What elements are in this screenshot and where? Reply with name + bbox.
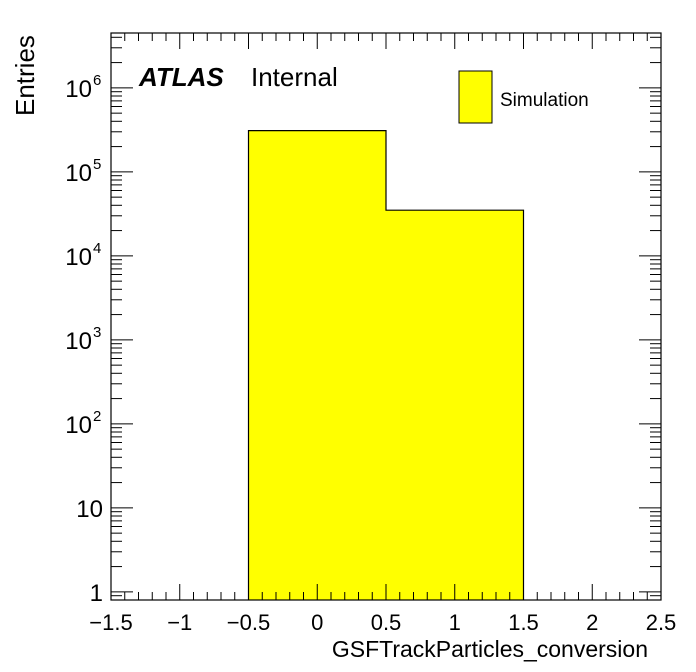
y-tick-label: 10 <box>65 76 92 103</box>
y-tick-label: 10 <box>76 496 103 523</box>
x-tick-labels: −1.5 −1 −0.5 0 0.5 1 1.5 2 2.5 <box>89 610 676 635</box>
x-tick-label: 1 <box>449 610 461 635</box>
legend: Simulation <box>458 70 589 124</box>
x-tick-label: 2.5 <box>646 610 677 635</box>
x-tick-label: 2 <box>586 610 598 635</box>
y-tick-label: 10 <box>65 160 92 187</box>
x-tick-label: 0.5 <box>371 610 402 635</box>
internal-label: Internal <box>251 62 338 92</box>
x-axis-label: GSFTrackParticles_conversion <box>332 636 648 662</box>
x-tick-label: 0 <box>311 610 323 635</box>
histogram-bars <box>247 129 525 601</box>
y-tick-label: 10 <box>65 328 92 355</box>
x-tick-label: −1.5 <box>89 610 132 635</box>
x-axis-ticks <box>110 33 662 600</box>
atlas-label: ATLAS <box>138 62 224 92</box>
legend-swatch-simulation <box>458 70 493 124</box>
y-tick-label-exponent: 2 <box>93 408 101 425</box>
histogram-outline <box>247 129 525 600</box>
y-tick-label-exponent: 3 <box>93 324 101 341</box>
x-tick-label: 1.5 <box>508 610 539 635</box>
y-tick-label: 1 <box>90 580 103 607</box>
x-tick-label: −1 <box>167 610 192 635</box>
y-tick-label-exponent: 4 <box>93 240 101 257</box>
y-tick-label: 10 <box>65 244 92 271</box>
legend-label-simulation: Simulation <box>500 90 589 111</box>
x-tick-label: −0.5 <box>227 610 270 635</box>
y-tick-label-exponent: 5 <box>93 156 101 173</box>
y-axis-label: Entries <box>10 35 40 116</box>
histogram-bar-0 <box>248 130 386 601</box>
y-tick-label: 10 <box>65 412 92 439</box>
y-tick-label-exponent: 6 <box>93 72 101 89</box>
histogram-bar-1 <box>386 210 524 600</box>
y-axis-ticks <box>111 36 661 601</box>
